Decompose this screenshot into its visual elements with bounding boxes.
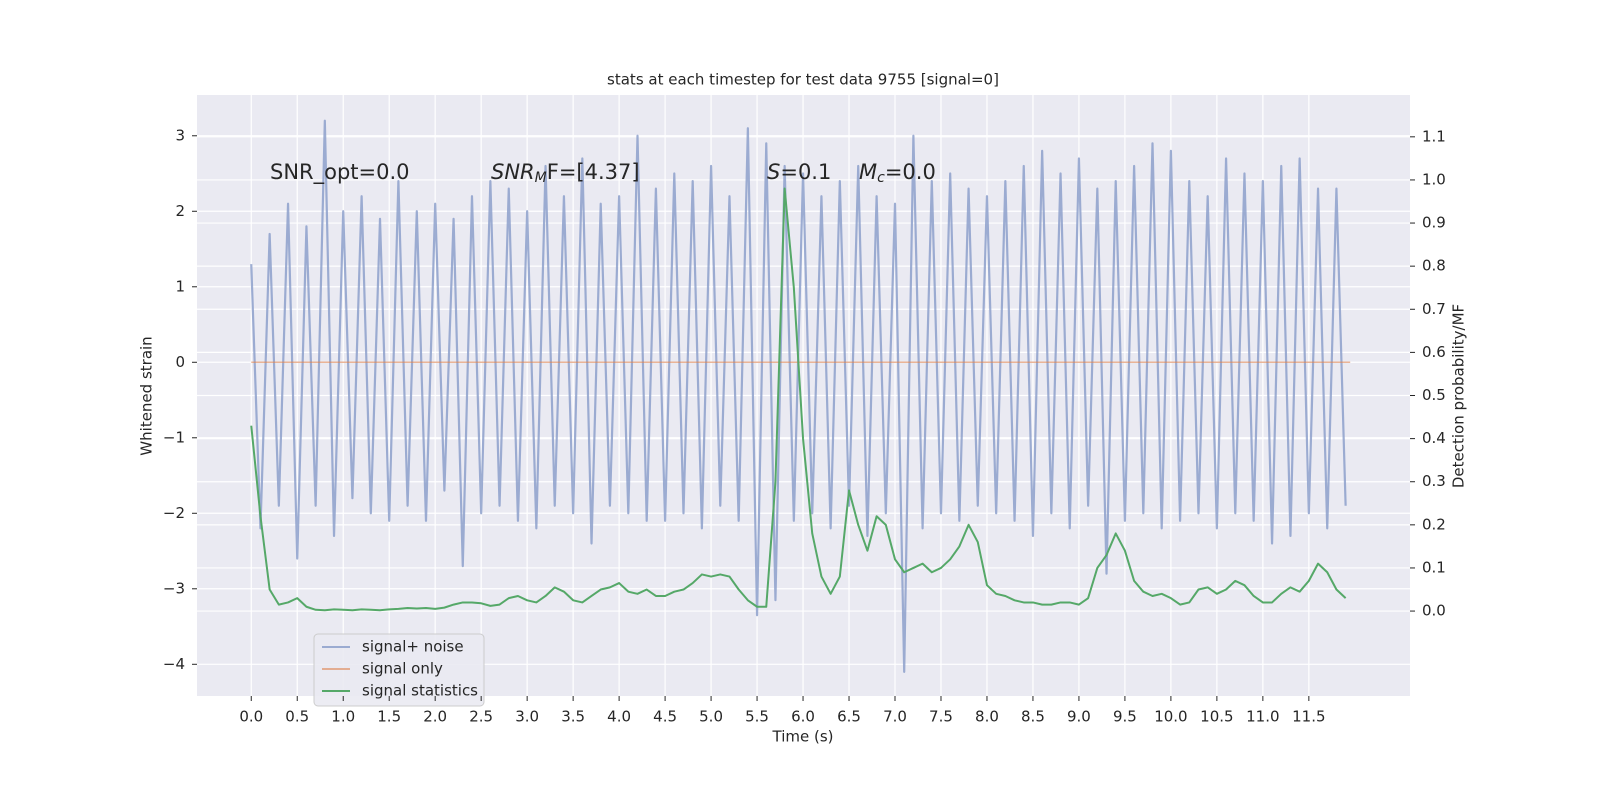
x-tick-label: 6.5 bbox=[837, 708, 861, 726]
x-tick-label: 5.0 bbox=[699, 708, 723, 726]
x-tick-label: 11.0 bbox=[1246, 708, 1279, 726]
x-tick-label: 8.5 bbox=[1021, 708, 1045, 726]
annotation-text: F=[4.37] bbox=[547, 160, 640, 184]
x-tick-label: 2.5 bbox=[469, 708, 493, 726]
x-tick-label: 4.0 bbox=[607, 708, 631, 726]
y2-tick-label: 0.7 bbox=[1422, 300, 1446, 318]
x-tick-label: 3.0 bbox=[515, 708, 539, 726]
y-tick-label: −4 bbox=[163, 655, 185, 673]
y-tick-label: 2 bbox=[175, 202, 185, 220]
annotation: S=0.1 bbox=[767, 160, 831, 184]
series-line bbox=[250, 187, 1347, 612]
annotation-text: M bbox=[859, 160, 877, 184]
y2-tick-label: 0.4 bbox=[1422, 429, 1446, 447]
annotation-text: =0.1 bbox=[780, 160, 831, 184]
annotation-text: =0.0 bbox=[885, 160, 936, 184]
y-tick-label: −1 bbox=[163, 428, 185, 446]
annotation: SNR_opt=0.0 bbox=[270, 160, 410, 185]
y2-tick-label: 0.2 bbox=[1422, 515, 1446, 533]
y2-tick-label: 1.0 bbox=[1422, 170, 1446, 188]
legend-label: signal only bbox=[362, 660, 443, 678]
annotation: Mc=0.0 bbox=[859, 160, 936, 186]
y-tick-label: −2 bbox=[163, 504, 185, 522]
y2-tick-label: 0.8 bbox=[1422, 257, 1446, 275]
y2-axis-label: Detection probability/MF bbox=[1450, 304, 1468, 488]
y-tick-label: 0 bbox=[175, 353, 185, 371]
annotation-text: SNR bbox=[491, 160, 535, 184]
y-axis-label: Whitened strain bbox=[138, 336, 156, 455]
annotation: SNRMF=[4.37] bbox=[491, 160, 640, 186]
x-tick-label: 4.5 bbox=[653, 708, 677, 726]
y2-tick-label: 0.5 bbox=[1422, 386, 1446, 404]
y2-tick-label: 1.1 bbox=[1422, 127, 1446, 145]
x-tick-label: 1.0 bbox=[331, 708, 355, 726]
x-tick-label: 11.5 bbox=[1292, 708, 1325, 726]
annotation-text: SNR_opt=0.0 bbox=[270, 160, 410, 185]
legend-label: signal statistics bbox=[362, 682, 478, 700]
x-tick-label: 6.0 bbox=[791, 708, 815, 726]
y2-tick-label: 0.3 bbox=[1422, 472, 1446, 490]
y-tick-label: 3 bbox=[175, 126, 185, 144]
x-tick-label: 3.5 bbox=[561, 708, 585, 726]
legend-box bbox=[313, 633, 485, 707]
legend-label: signal+ noise bbox=[362, 638, 464, 656]
x-tick-label: 2.0 bbox=[423, 708, 447, 726]
annotation-text: S bbox=[767, 160, 780, 184]
x-axis-label: Time (s) bbox=[772, 728, 834, 746]
y-tick-label: −3 bbox=[163, 579, 185, 597]
x-tick-label: 5.5 bbox=[745, 708, 769, 726]
x-tick-label: 7.0 bbox=[883, 708, 907, 726]
x-tick-label: 9.5 bbox=[1113, 708, 1137, 726]
x-tick-label: 0.5 bbox=[285, 708, 309, 726]
x-tick-label: 1.5 bbox=[377, 708, 401, 726]
y2-tick-label: 0.1 bbox=[1422, 558, 1446, 576]
x-tick-label: 9.0 bbox=[1067, 708, 1091, 726]
annotation-sub: c bbox=[877, 170, 885, 186]
x-tick-label: 7.5 bbox=[929, 708, 953, 726]
x-tick-label: 8.0 bbox=[975, 708, 999, 726]
y2-tick-label: 0.6 bbox=[1422, 343, 1446, 361]
annotation-sub: M bbox=[535, 170, 547, 186]
chart-title: stats at each timestep for test data 975… bbox=[607, 71, 999, 89]
x-tick-label: 10.0 bbox=[1154, 708, 1187, 726]
y-tick-label: 1 bbox=[175, 277, 185, 295]
x-tick-label: 0.0 bbox=[239, 708, 263, 726]
y2-tick-label: 0.9 bbox=[1422, 214, 1446, 232]
y2-tick-label: 0.0 bbox=[1422, 602, 1446, 620]
x-tick-label: 10.5 bbox=[1200, 708, 1233, 726]
